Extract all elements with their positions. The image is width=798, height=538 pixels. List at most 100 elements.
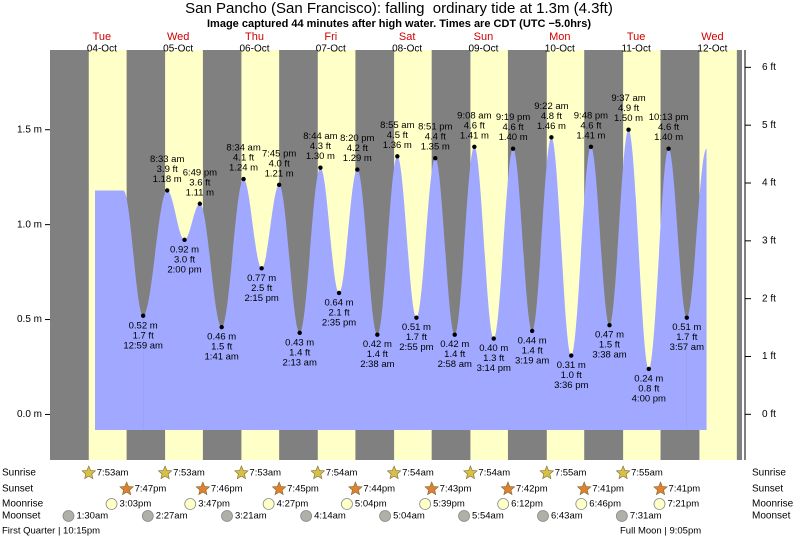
tide-label: 1.40 m xyxy=(499,132,528,143)
sunrise-icon xyxy=(463,465,478,480)
tide-point xyxy=(569,353,574,358)
tide-point xyxy=(646,366,652,372)
day-name: Sun xyxy=(474,31,494,43)
tide-label: 1.4 ft xyxy=(522,345,543,356)
tide-label: 8:51 pm xyxy=(418,122,452,133)
moonset-time: 2:27am xyxy=(156,511,188,522)
tide-label: 3:57 am xyxy=(670,342,704,353)
sunset-icon xyxy=(271,481,287,496)
tide-label: 1.24 m xyxy=(229,163,258,174)
tide-label: 8:33 am xyxy=(150,154,184,165)
moonset-time: 5:54am xyxy=(472,511,504,522)
tide-point xyxy=(259,266,264,271)
tide-label: 1.4 ft xyxy=(367,349,388,360)
tide-point xyxy=(626,127,631,132)
tide-label: 9:19 pm xyxy=(496,112,530,123)
sunset-icon xyxy=(576,481,592,496)
row-label: Moonrise xyxy=(2,499,44,510)
sunset-icon xyxy=(500,481,516,496)
tide-label: 1.7 ft xyxy=(676,332,697,343)
tide-label: 0.42 m xyxy=(440,339,469,350)
moonrise-icon xyxy=(341,498,353,510)
tide-label: 0.51 m xyxy=(402,322,431,333)
sunrise-time: 7:53am xyxy=(249,468,281,479)
tide-label: 1.7 ft xyxy=(133,330,154,341)
tide-label: 8:20 pm xyxy=(340,133,374,144)
tide-point xyxy=(510,146,516,151)
row-label: Moonset xyxy=(2,511,41,522)
tide-label: 1.29 m xyxy=(343,153,372,164)
moonrise-icon xyxy=(262,498,275,510)
moonset-icon xyxy=(615,510,628,522)
moonrise-time: 5:04pm xyxy=(355,499,387,510)
plot xyxy=(95,129,707,430)
sunrise-icon xyxy=(81,465,97,480)
tide-label: 8:44 am xyxy=(303,131,337,142)
tide-label: 1.5 ft xyxy=(599,340,620,351)
tide-point xyxy=(182,237,187,243)
tide-point xyxy=(452,332,457,337)
tide-point xyxy=(414,315,419,320)
tide-label: 0.8 ft xyxy=(638,383,659,394)
moonset-icon xyxy=(62,510,75,522)
tide-label: 4.6 ft xyxy=(503,122,524,133)
moonrise-icon xyxy=(575,498,588,510)
tide-label: 2:38 am xyxy=(360,359,394,370)
moonset-icon xyxy=(458,510,470,522)
moonset-icon xyxy=(221,510,233,522)
row-label: Moonset xyxy=(752,511,791,522)
tide-label: 4.6 ft xyxy=(464,120,485,131)
tide-label: 4.8 ft xyxy=(541,111,562,122)
chart-subtitle: Image captured 44 minutes after high wat… xyxy=(207,18,591,30)
tide-point xyxy=(433,155,438,161)
tide-label: 9:08 am xyxy=(457,110,491,121)
tide-label: 1.36 m xyxy=(383,140,412,151)
day-name: Tue xyxy=(627,31,646,43)
day-date: 12-Oct xyxy=(697,44,727,55)
row-label: Sunrise xyxy=(2,468,36,479)
tide-label: 3:36 pm xyxy=(554,380,588,391)
sunrise-icon xyxy=(615,465,631,480)
sunrise-icon xyxy=(157,465,173,480)
y-tick-label: 1.0 m xyxy=(17,219,42,230)
sunrise-time: 7:54am xyxy=(402,468,434,479)
sunrise-icon xyxy=(234,465,249,480)
tide-point xyxy=(395,154,400,159)
tide-label: 4.3 ft xyxy=(310,141,331,152)
tide-label: 12:59 am xyxy=(123,340,163,351)
sunrise-time: 7:55am xyxy=(631,468,663,479)
tide-label: 3.6 ft xyxy=(189,177,210,188)
tide-label: 2.1 ft xyxy=(328,307,349,318)
tide-label: 1.0 ft xyxy=(561,370,582,381)
tide-label: 1.46 m xyxy=(537,121,566,132)
tide-label: 0.51 m xyxy=(672,322,701,333)
tide-label: 1.40 m xyxy=(654,132,683,143)
tide-label: 4.0 ft xyxy=(269,158,290,169)
tide-label: 1.50 m xyxy=(614,113,643,124)
tide-point xyxy=(549,135,554,140)
tide-label: 2:00 pm xyxy=(167,264,201,275)
tide-label: 9:22 am xyxy=(534,101,568,112)
tide-label: 1.3 ft xyxy=(483,353,504,364)
tide-label: 0.47 m xyxy=(595,330,624,341)
tide-label: 2:35 pm xyxy=(322,317,356,328)
sunset-time: 7:45pm xyxy=(287,484,319,495)
row-label: Moonrise xyxy=(752,499,794,510)
tide-label: 10:13 pm xyxy=(649,112,689,123)
y2-tick-label: 4 ft xyxy=(762,178,776,189)
tide-label: 4.9 ft xyxy=(618,103,639,114)
day-date: 09-Oct xyxy=(468,44,498,55)
tide-label: 0.92 m xyxy=(170,244,199,255)
moonset-time: 7:31am xyxy=(630,511,662,522)
tide-area xyxy=(143,129,687,430)
day-date: 10-Oct xyxy=(545,44,575,55)
tide-label: 4.4 ft xyxy=(425,132,446,143)
tide-label: 3:19 am xyxy=(515,355,549,366)
tide-label: 3:38 am xyxy=(592,350,626,361)
y-tick-label: 1.5 m xyxy=(17,124,42,135)
day-name: Sat xyxy=(399,31,416,43)
moonrise-time: 3:47pm xyxy=(198,499,230,510)
y2-tick-label: 6 ft xyxy=(762,62,776,73)
sunset-icon xyxy=(424,481,440,496)
tide-label: 1.30 m xyxy=(306,151,335,162)
